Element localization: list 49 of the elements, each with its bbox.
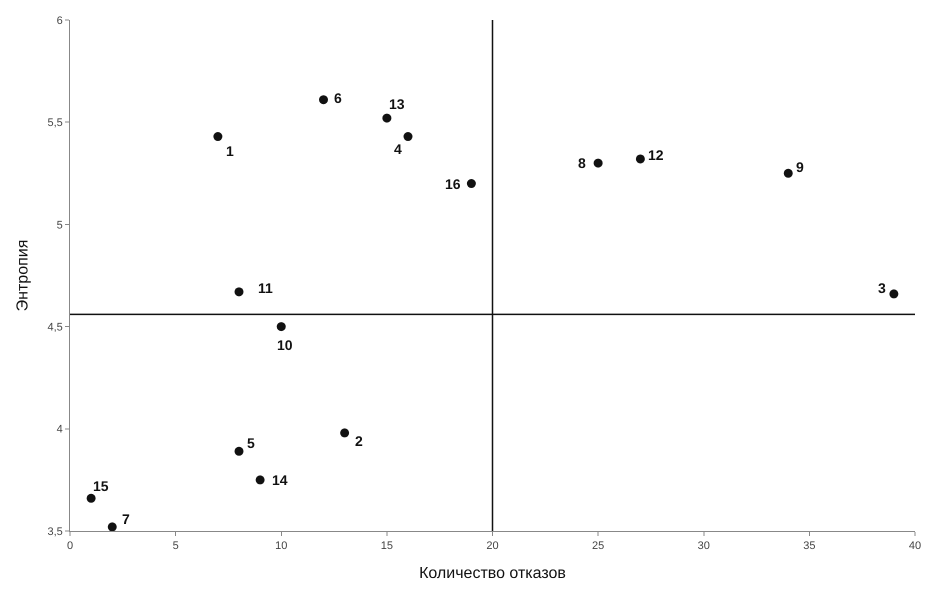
x-tick-label: 35 (803, 540, 816, 552)
annotation: 10 (277, 337, 293, 353)
point (234, 287, 244, 296)
point (108, 522, 117, 531)
annotation: 8 (578, 155, 586, 171)
annotation: 14 (272, 472, 288, 488)
annotation: 13 (389, 96, 405, 112)
x-tick-label: 25 (592, 540, 604, 552)
annotation: 4 (394, 141, 402, 157)
point (319, 95, 328, 104)
y-tick-label: 5,5 (48, 117, 63, 130)
annotation: 16 (445, 176, 461, 192)
annotation: 3 (878, 280, 886, 296)
annotation: 2 (355, 433, 363, 449)
point (256, 475, 265, 484)
x-tick-label: 20 (486, 540, 499, 552)
annotation: 15 (93, 478, 109, 494)
x-tick-label: 10 (275, 540, 288, 552)
annotation: 5 (247, 435, 255, 451)
annotation: 1 (226, 143, 234, 159)
x-tick-label: 30 (698, 540, 710, 552)
point (466, 179, 476, 188)
y-tick-label: 3,5 (48, 526, 63, 538)
y-axis-title: Энтропия (14, 240, 32, 312)
y-tick-label: 4,5 (48, 321, 63, 334)
x-axis-title: Количество отказов (419, 564, 566, 582)
point (889, 289, 898, 298)
point (276, 322, 286, 332)
y-tick-label: 4 (56, 424, 63, 436)
x-tick-label: 5 (172, 540, 179, 552)
annotation: 11 (258, 280, 274, 296)
x-tick-label: 0 (66, 540, 74, 552)
x-tick-label: 40 (908, 540, 922, 552)
point (213, 132, 222, 142)
annotation: 7 (122, 511, 130, 527)
y-tick-label: 5 (56, 219, 63, 232)
annotation: 6 (334, 90, 342, 106)
point (382, 114, 392, 123)
point (340, 428, 350, 438)
point (234, 446, 244, 456)
annotation: 12 (648, 147, 664, 163)
point (86, 494, 96, 503)
point (636, 154, 645, 164)
x-tick-label: 15 (380, 540, 394, 552)
point (404, 132, 412, 142)
y-tick-label: 6 (56, 14, 63, 27)
point (784, 168, 793, 178)
annotation: 9 (796, 159, 804, 175)
point (594, 158, 603, 168)
